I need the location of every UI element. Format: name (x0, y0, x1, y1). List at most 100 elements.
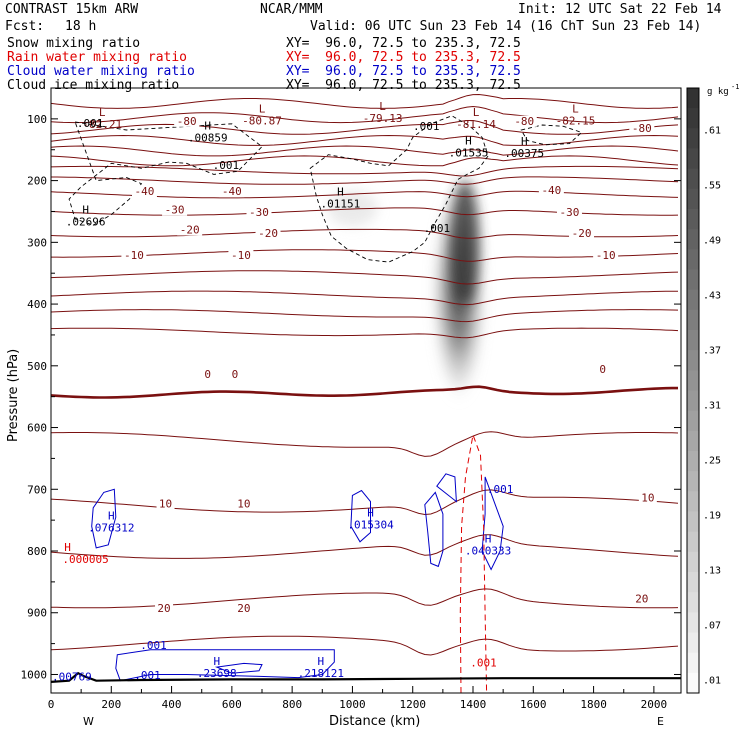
cloud-ice-max-letter: H (82, 203, 89, 216)
temperature-contour (51, 635, 679, 656)
y-tick-label: 400 (27, 298, 47, 311)
temperature-contour (51, 290, 678, 306)
snow-shading (327, 179, 487, 405)
label-bg (162, 204, 188, 216)
y-tick-label: 900 (27, 607, 47, 620)
temperature-contour (51, 385, 678, 399)
label-bg (202, 368, 214, 380)
cloud-ice-label: .001 (413, 120, 440, 133)
label-bg (638, 492, 657, 504)
cloud-ice-contour (520, 124, 583, 146)
temperature-label: -80 (514, 115, 534, 128)
temperature-label: -30 (165, 204, 185, 217)
temperature-contour (51, 270, 679, 285)
field-name-snow: Snow mixing ratio (7, 36, 141, 51)
temperature-label: -10 (231, 249, 251, 262)
cloud-ice-max-letter: H (337, 186, 344, 199)
temperature-label: -10 (596, 249, 616, 262)
fcst-value: 18 h (65, 19, 97, 34)
cloud-ice-max-value: .02696 (66, 215, 106, 228)
cloud-ice-max-letter: H (465, 134, 472, 147)
label-bg (219, 186, 245, 198)
colorbar-segment (687, 551, 699, 573)
colorbar-segment (687, 511, 699, 533)
temperature-extremum-letter: L (473, 106, 480, 119)
colorbar-segment (687, 531, 699, 553)
colorbar-frame (686, 87, 700, 694)
temperature-label: 10 (159, 498, 172, 511)
cloud-ice-max-value: .01151 (321, 198, 361, 211)
field-name-cloud-ice: Cloud ice mixing ratio (7, 78, 180, 93)
colorbar-segment (687, 572, 699, 593)
rain-water-contours (459, 432, 488, 693)
temperature-extremum-value: -80.87 (242, 115, 282, 128)
cloud-ice-label: .001 (77, 117, 104, 130)
y-tick-label: 600 (27, 422, 47, 435)
x-tick-label: 2000 (641, 698, 668, 711)
valid-time: Valid: 06 UTC Sun 23 Feb 14 (16 ChT Sun … (310, 19, 702, 34)
cloud-water-max-value: .040333 (465, 545, 511, 558)
label-bg (174, 115, 200, 127)
colorbar-segment (687, 471, 699, 492)
x-tick-label: 600 (222, 698, 242, 711)
temperature-contour (51, 327, 679, 339)
colorbar-segment (687, 592, 699, 613)
temperature-contour (51, 93, 679, 109)
model-title: CONTRAST 15km ARW (5, 2, 139, 17)
snow-light-patch (327, 190, 378, 227)
y-tick-label: 700 (27, 483, 47, 496)
label-bg (246, 207, 272, 219)
colorbar-label: .25 (703, 456, 721, 467)
center-name: NCAR/MMM (260, 2, 323, 17)
colorbar-segment (687, 188, 699, 210)
cloud-water-max-value: .015304 (347, 519, 394, 532)
field-xy-snow: XY= 96.0, 72.5 to 235.3, 72.5 (286, 36, 521, 51)
cloud-water-max-letter: H (367, 507, 374, 520)
temperature-label: 0 (232, 368, 239, 381)
cloud-water-contour (481, 476, 504, 571)
rain-water-max-value: .000005 (62, 553, 108, 566)
plot-frame (50, 87, 682, 694)
terrain-line (51, 671, 681, 683)
label-bg (177, 224, 203, 236)
contour-labels: -80 -80 -80 -40 -40 -40 -30 -30 -30 -20 -20 -20 -10 -… (52, 100, 657, 684)
colorbar-label: .13 (703, 566, 721, 577)
colorbar-segment (687, 672, 699, 694)
temperature-extremum-value: -82.21 (82, 118, 122, 131)
y-tick-label: 800 (27, 545, 47, 558)
temperature-label: 10 (237, 498, 250, 511)
temperature-label: -30 (560, 206, 580, 219)
colorbar-label: .37 (703, 346, 721, 357)
colorbar-segment (687, 148, 699, 170)
label-bg (569, 228, 595, 240)
cloud-water-max-value: .23698 (197, 667, 237, 680)
y-tick-label: 500 (27, 360, 47, 373)
colorbar-unit-exponent: -1 (731, 83, 739, 91)
temperature-label: -40 (135, 185, 155, 198)
colorbar-segment (687, 330, 699, 351)
temperature-contour (51, 155, 679, 167)
colorbar-segment (687, 370, 699, 391)
temperature-contours (51, 93, 679, 656)
cloud-water-max-letter: H (108, 510, 115, 523)
terrain-profile (51, 671, 681, 683)
colorbar-segment (687, 451, 699, 472)
temperature-label: -80 (632, 122, 652, 135)
x-tick-label: 1800 (580, 698, 607, 711)
colorbar-label: .55 (703, 181, 721, 192)
x-tick-label: 200 (101, 698, 121, 711)
temperature-label: -20 (180, 223, 200, 236)
colorbar-label: .49 (703, 236, 721, 247)
colorbar-label: .43 (703, 291, 721, 302)
label-bg (597, 363, 609, 375)
cloud-ice-label: .001 (424, 222, 451, 235)
temperature-label: 0 (599, 363, 606, 376)
label-bg (156, 498, 175, 510)
temperature-label: 20 (635, 593, 648, 606)
field-xy-cloud-ice: XY= 96.0, 72.5 to 235.3, 72.5 (286, 78, 521, 93)
temperature-contour (51, 431, 679, 457)
temperature-contour (51, 309, 679, 323)
cloud-water-max-letter: H (485, 533, 492, 546)
x-axis-label: Distance (km) (329, 714, 420, 729)
